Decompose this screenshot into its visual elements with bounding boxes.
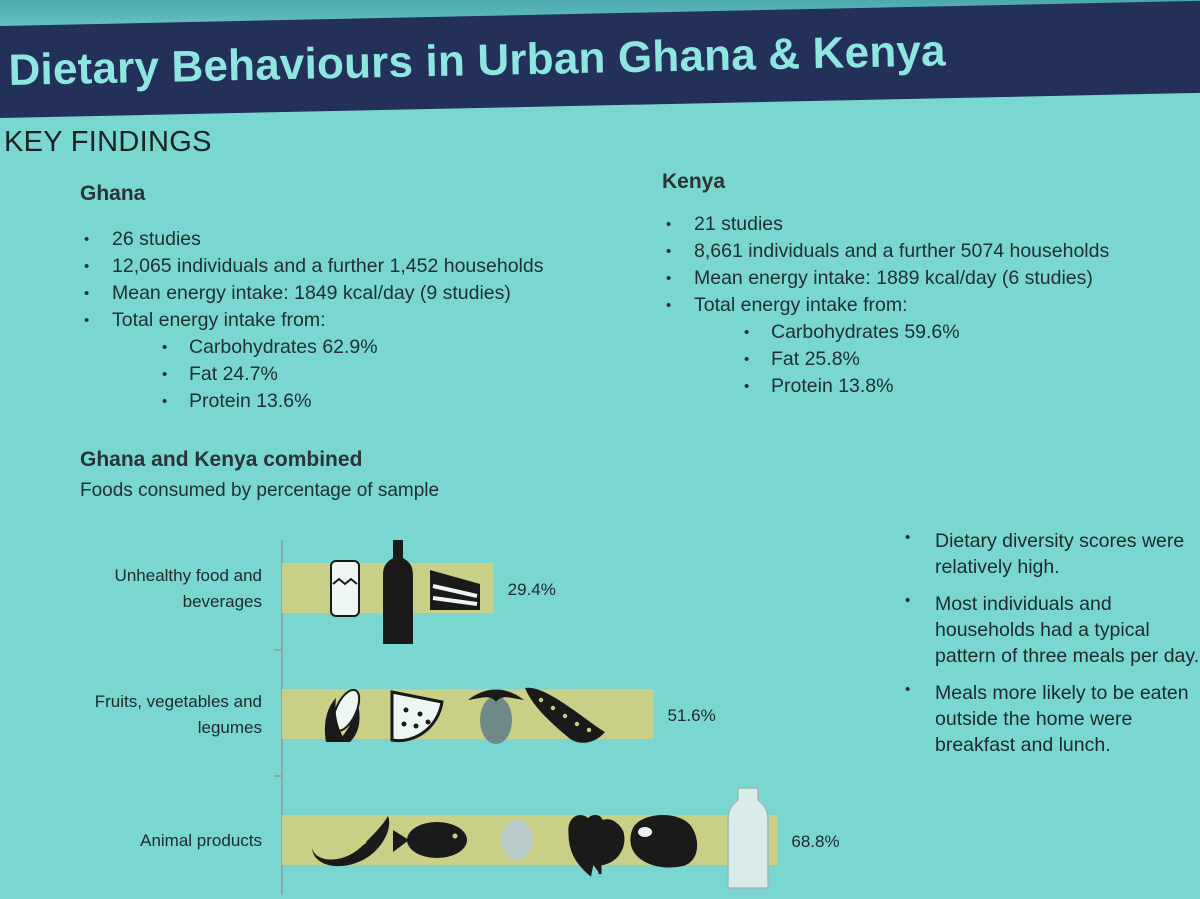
ghana-bullet: 12,065 individuals and a further 1,452 h… bbox=[84, 253, 544, 280]
category-label: Unhealthy food and bbox=[115, 566, 262, 585]
bottle-icon bbox=[383, 540, 413, 644]
egg-icon bbox=[501, 820, 533, 860]
ghana-sub-bullet: Fat 24.7% bbox=[84, 361, 544, 388]
eggplant-icon bbox=[468, 689, 524, 744]
category-label: legumes bbox=[198, 718, 262, 737]
kenya-sub-bullet: Carbohydrates 59.6% bbox=[666, 319, 1109, 346]
ghana-bullet: 26 studies bbox=[84, 226, 544, 253]
side-bullet-list: Dietary diversity scores were relatively… bbox=[905, 528, 1200, 769]
category-label: Fruits, vegetables and bbox=[95, 692, 262, 711]
ghana-bullet-list: 26 studies 12,065 individuals and a furt… bbox=[84, 226, 544, 415]
ghana-sub-bullet: Carbohydrates 62.9% bbox=[84, 334, 544, 361]
corn-icon bbox=[324, 688, 361, 742]
value-label: 51.6% bbox=[668, 706, 716, 725]
value-label: 29.4% bbox=[508, 580, 556, 599]
foods-bar-chart: 29.4% Unhealthy food and beverages 51.6% Fru… bbox=[95, 540, 840, 895]
side-bullet: Dietary diversity scores were relatively… bbox=[905, 528, 1200, 581]
sausage-icon bbox=[312, 816, 390, 867]
ghana-bullet: Total energy intake from: bbox=[84, 307, 544, 334]
fish-icon bbox=[393, 822, 467, 858]
kenya-bullet: Mean energy intake: 1889 kcal/day (6 stu… bbox=[666, 265, 1109, 292]
side-bullet: Meals more likely to be eaten outside th… bbox=[905, 680, 1200, 759]
kenya-sub-bullet: Protein 13.8% bbox=[666, 373, 1109, 400]
watermelon-slice-icon bbox=[390, 690, 444, 743]
cake-slice-icon bbox=[430, 570, 480, 610]
ghana-heading: Ghana bbox=[80, 182, 146, 205]
kenya-bullet: 21 studies bbox=[666, 211, 1109, 238]
combined-subheading: Foods consumed by percentage of sample bbox=[80, 480, 440, 501]
steak-icon bbox=[630, 814, 698, 868]
side-bullet: Most individuals and households had a ty… bbox=[905, 591, 1200, 670]
ghana-sub-bullet: Protein 13.6% bbox=[84, 388, 544, 415]
soda-can-icon bbox=[330, 560, 360, 617]
kenya-bullet: 8,661 individuals and a further 5074 hou… bbox=[666, 238, 1109, 265]
section-title: KEY FINDINGS bbox=[4, 126, 212, 158]
category-label: beverages bbox=[183, 592, 262, 611]
kenya-heading: Kenya bbox=[662, 170, 726, 193]
milk-bottle-icon bbox=[727, 787, 769, 889]
category-label: Animal products bbox=[140, 831, 262, 850]
pea-pod-icon bbox=[525, 687, 605, 743]
kenya-sub-bullet: Fat 25.8% bbox=[666, 346, 1109, 373]
ghana-bullet: Mean energy intake: 1849 kcal/day (9 stu… bbox=[84, 280, 544, 307]
combined-heading: Ghana and Kenya combined bbox=[80, 448, 363, 471]
value-label: 68.8% bbox=[791, 832, 839, 851]
kenya-bullet: Total energy intake from: bbox=[666, 292, 1109, 319]
chicken-icon bbox=[568, 814, 625, 877]
kenya-bullet-list: 21 studies 8,661 individuals and a furth… bbox=[666, 211, 1109, 400]
